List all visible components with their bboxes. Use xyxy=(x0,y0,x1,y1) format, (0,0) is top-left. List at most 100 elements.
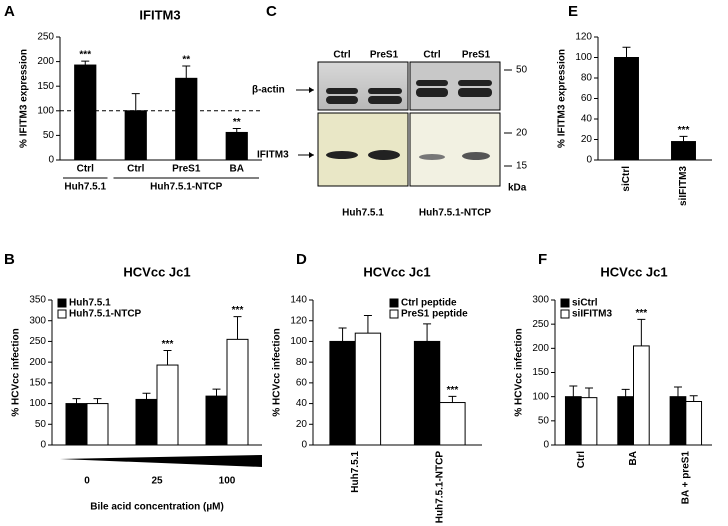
bar xyxy=(135,398,158,446)
lane-label: PreS1 xyxy=(462,50,491,61)
legend-swatch xyxy=(560,309,570,319)
error-bar xyxy=(93,398,102,404)
error-bar xyxy=(233,316,242,340)
x-axis-label: Bile acid concentration (µM) xyxy=(90,502,224,513)
x-tick-label: siIFITM3 xyxy=(678,166,689,206)
lane-label: PreS1 xyxy=(370,50,399,61)
group-label: Huh7.5.1-NTCP xyxy=(150,182,223,193)
legend-label: PreS1 peptide xyxy=(401,309,468,320)
panel-letter: D xyxy=(296,251,307,268)
y-tick-label: 0 xyxy=(48,155,54,166)
error-bar xyxy=(232,128,241,133)
error-bar xyxy=(585,387,594,398)
y-tick-label: 150 xyxy=(37,81,54,92)
y-tick-label: 80 xyxy=(296,357,308,368)
y-tick-label: 60 xyxy=(581,93,593,104)
y-tick-label: 0 xyxy=(40,440,46,451)
legend-swatch xyxy=(389,309,399,319)
y-tick-label: 120 xyxy=(575,32,592,43)
y-tick-label: 100 xyxy=(575,52,592,63)
bar xyxy=(86,403,109,446)
error-bar xyxy=(81,60,90,66)
cell-label: Huh7.5.1-NTCP xyxy=(419,208,492,219)
y-tick-label: 0 xyxy=(301,440,307,451)
panel-letter: B xyxy=(4,251,15,268)
error-bar xyxy=(637,318,646,346)
error-bar xyxy=(423,323,432,342)
bar xyxy=(225,131,248,161)
y-tick-label: 20 xyxy=(581,134,593,145)
bar xyxy=(156,364,179,446)
blot-image xyxy=(409,112,501,187)
y-tick-label: 150 xyxy=(29,377,46,388)
group-label: Huh7.5.1 xyxy=(64,182,106,193)
error-bar xyxy=(363,315,372,334)
y-tick-label: 100 xyxy=(37,105,54,116)
legend-label: Huh7.5.1 xyxy=(69,298,111,309)
lane-label: Ctrl xyxy=(333,50,350,61)
significance-label: *** xyxy=(162,339,174,350)
panel-letter: C xyxy=(266,3,277,20)
bar xyxy=(175,77,198,161)
panel-letter: E xyxy=(568,3,578,20)
legend-label: Huh7.5.1-NTCP xyxy=(69,309,142,320)
error-bar xyxy=(679,135,688,142)
x-tick-label: siCtrl xyxy=(621,166,632,192)
legend-label: siIFITM3 xyxy=(572,309,612,320)
y-axis-label: % IFITM3 expression xyxy=(19,49,30,148)
x-tick-label: BA xyxy=(230,164,244,175)
error-bar xyxy=(142,392,151,400)
y-tick-label: 350 xyxy=(29,295,46,306)
legend-label: Ctrl peptide xyxy=(401,298,457,309)
y-tick-label: 150 xyxy=(532,367,549,378)
legend-swatch xyxy=(57,309,67,319)
error-bar xyxy=(163,350,172,366)
bar xyxy=(564,396,582,446)
bar xyxy=(669,396,687,446)
significance-label: *** xyxy=(79,50,91,61)
y-tick-label: 250 xyxy=(29,336,46,347)
y-tick-label: 100 xyxy=(532,391,549,402)
arrow-head xyxy=(309,87,314,93)
significance-label: *** xyxy=(678,125,690,136)
x-tick-label: 0 xyxy=(84,476,90,487)
bar xyxy=(614,57,639,161)
chart-title: HCVcc Jc1 xyxy=(600,264,667,279)
y-tick-label: 140 xyxy=(290,295,307,306)
x-tick-label: Ctrl xyxy=(127,164,144,175)
error-bar xyxy=(448,395,457,403)
protein-label: β-actin xyxy=(252,85,285,96)
bar xyxy=(354,332,382,446)
x-tick-label: Ctrl xyxy=(77,164,94,175)
y-tick-label: 300 xyxy=(29,315,46,326)
y-tick-label: 200 xyxy=(37,56,54,67)
x-tick-label: PreS1 xyxy=(172,164,201,175)
arrow-head xyxy=(309,152,314,158)
y-tick-label: 50 xyxy=(35,419,47,430)
bar xyxy=(413,340,441,446)
legend-swatch xyxy=(389,298,399,308)
significance-label: *** xyxy=(447,385,459,396)
y-tick-label: 100 xyxy=(29,398,46,409)
error-bar xyxy=(182,65,191,79)
y-axis-label: % IFITM3 expression xyxy=(557,49,568,148)
chart-title: HCVcc Jc1 xyxy=(123,264,190,279)
bar xyxy=(65,403,88,446)
y-tick-label: 0 xyxy=(586,155,592,166)
y-tick-label: 100 xyxy=(290,336,307,347)
error-bar xyxy=(621,388,630,397)
y-tick-label: 60 xyxy=(296,377,308,388)
y-tick-label: 80 xyxy=(581,73,593,84)
bar xyxy=(685,401,703,446)
y-tick-label: 250 xyxy=(37,32,54,43)
y-tick-label: 50 xyxy=(538,415,550,426)
bar xyxy=(226,338,249,446)
marker-label: 20 xyxy=(516,128,528,139)
y-tick-label: 20 xyxy=(296,419,308,430)
error-bar xyxy=(673,386,682,397)
legend-label: siCtrl xyxy=(572,298,598,309)
error-bar xyxy=(689,395,698,402)
x-tick-label: Huh7.5.1 xyxy=(350,451,361,493)
y-axis-label: % HCVcc infection xyxy=(514,328,525,416)
y-tick-label: 250 xyxy=(532,319,549,330)
